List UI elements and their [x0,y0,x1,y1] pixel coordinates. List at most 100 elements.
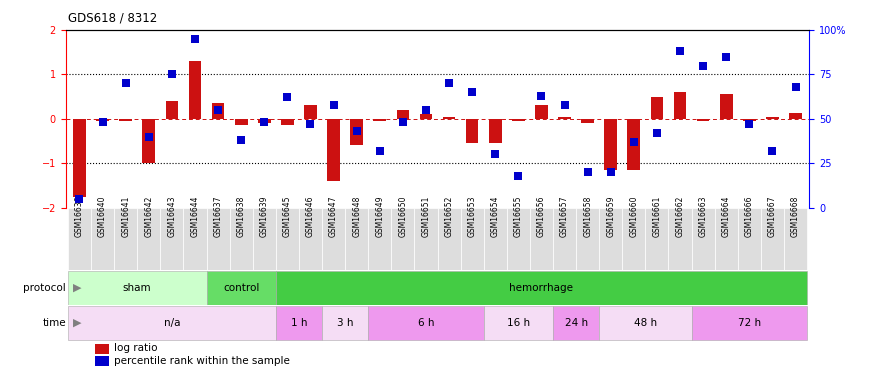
Text: GSM16662: GSM16662 [676,196,684,237]
Bar [674,92,686,119]
Bar [68,270,206,304]
Bar [599,208,622,270]
Bar [622,208,646,270]
Bar [276,208,299,270]
Point [466,89,480,95]
Text: GSM16657: GSM16657 [560,196,569,237]
Text: GSM16644: GSM16644 [191,196,200,237]
Text: protocol: protocol [24,283,66,292]
Bar [74,119,86,196]
Bar [530,208,553,270]
Text: GSM16647: GSM16647 [329,196,338,237]
Bar [438,208,460,270]
Bar [396,110,410,119]
Bar [95,344,108,354]
Point [119,80,133,86]
Bar [281,119,294,126]
Text: GSM16661: GSM16661 [653,196,662,237]
Bar [350,119,363,146]
Bar [258,119,270,123]
Text: GSM16667: GSM16667 [768,196,777,237]
Text: 24 h: 24 h [564,318,588,328]
Text: n/a: n/a [164,318,180,328]
Bar [668,208,691,270]
Bar [599,306,691,340]
Bar [715,208,738,270]
Bar [743,119,756,121]
Bar [512,119,525,121]
Text: GSM16655: GSM16655 [514,196,523,237]
Bar [507,208,530,270]
Point [650,130,664,136]
Bar [484,208,507,270]
Bar [322,208,345,270]
Bar [691,208,715,270]
Bar [299,208,322,270]
Text: GSM16649: GSM16649 [375,196,384,237]
Bar [581,119,594,123]
Point [488,152,502,157]
Point [350,128,364,134]
Text: GSM16646: GSM16646 [306,196,315,237]
Bar [420,114,432,119]
Bar [229,208,253,270]
Bar [114,208,137,270]
Text: GDS618 / 8312: GDS618 / 8312 [68,11,158,24]
Text: ▶: ▶ [74,318,82,328]
Text: GSM16639: GSM16639 [260,196,269,237]
Text: 1 h: 1 h [290,318,307,328]
Bar [276,306,322,340]
Text: GSM16637: GSM16637 [214,196,222,237]
Text: 16 h: 16 h [507,318,530,328]
Text: GSM16645: GSM16645 [283,196,292,237]
Point [719,54,733,60]
Bar [646,208,668,270]
Point [164,71,178,77]
Point [626,139,640,145]
Text: 72 h: 72 h [738,318,761,328]
Point [673,48,687,54]
Text: GSM16643: GSM16643 [167,196,177,237]
Text: GSM16642: GSM16642 [144,196,153,237]
Bar [720,94,732,119]
Bar [605,119,617,170]
Text: GSM16650: GSM16650 [398,196,408,237]
Point [742,121,756,127]
Bar [789,114,802,119]
Bar [368,208,391,270]
Bar [68,306,276,340]
Text: sham: sham [123,283,151,292]
Bar [96,119,108,121]
Bar [576,208,599,270]
Text: GSM16638: GSM16638 [236,196,246,237]
Text: percentile rank within the sample: percentile rank within the sample [114,356,290,366]
Bar [466,119,479,143]
Bar [691,306,807,340]
Text: GSM16653: GSM16653 [467,196,477,237]
Bar [391,208,415,270]
Bar [212,103,224,119]
Bar [68,208,91,270]
Point [511,172,525,178]
Text: GSM16658: GSM16658 [583,196,592,237]
Text: GSM16664: GSM16664 [722,196,731,237]
Point [211,107,225,113]
Bar [536,105,548,119]
Bar [553,208,576,270]
Bar [119,119,132,121]
Point [188,36,202,42]
Point [396,119,410,125]
Point [442,80,456,86]
Point [419,107,433,113]
Point [766,148,780,154]
Text: control: control [223,283,259,292]
Point [234,137,248,143]
Text: GSM16654: GSM16654 [491,196,500,237]
Point [581,169,595,175]
Bar [784,208,807,270]
Text: 6 h: 6 h [417,318,434,328]
Point [696,63,710,69]
Bar [696,119,710,121]
Point [604,169,618,175]
Bar [206,208,229,270]
